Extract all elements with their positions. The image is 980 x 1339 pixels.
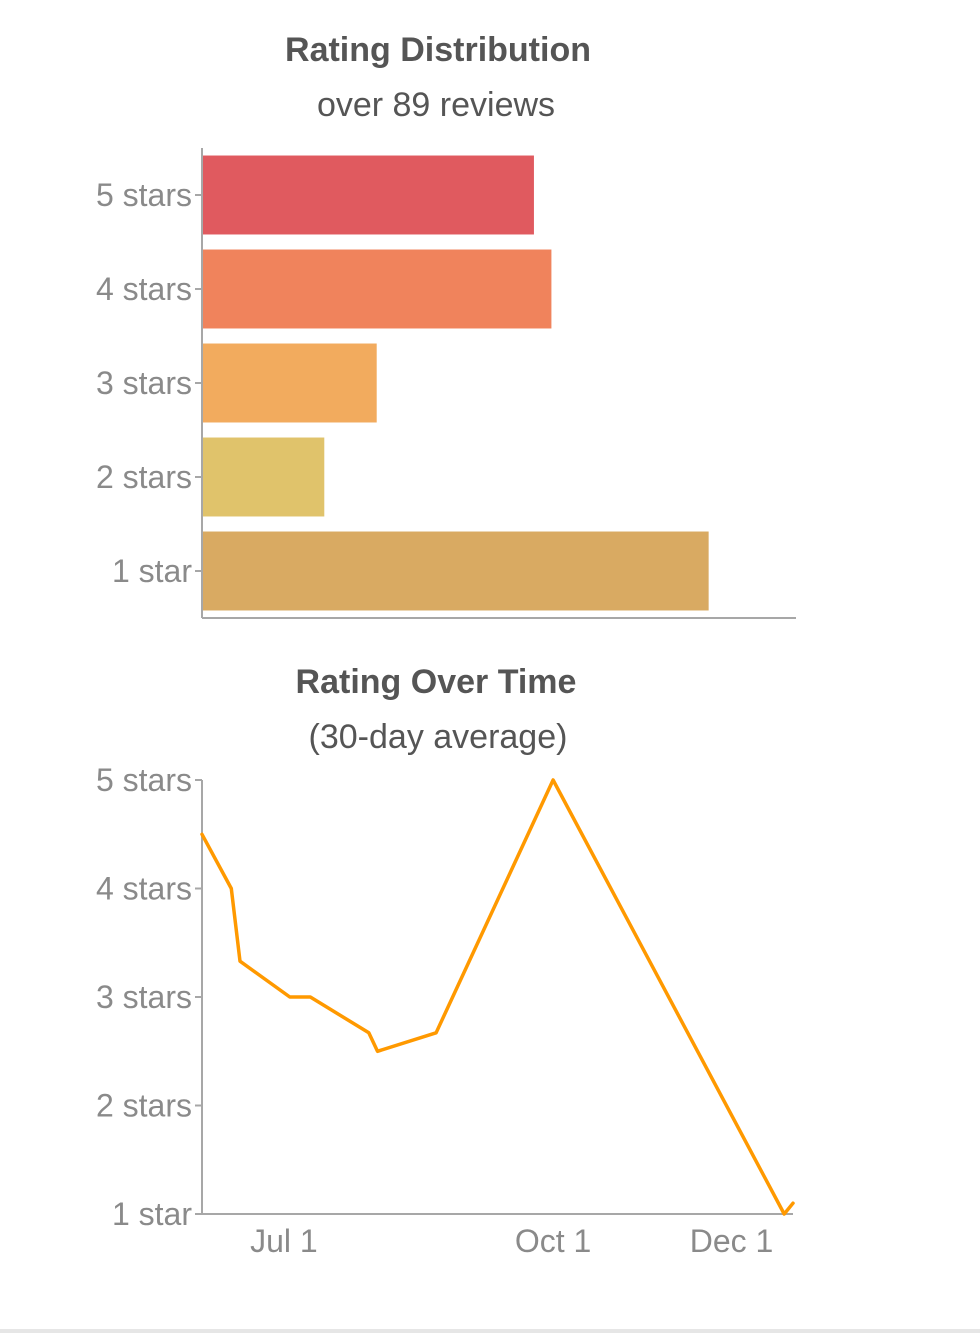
bar-1-star [202, 531, 709, 611]
line-chart-subtitle: (30-day average) [309, 718, 568, 756]
bar-chart-subtitle: over 89 reviews [317, 86, 555, 124]
bottom-divider [0, 1329, 980, 1333]
bar-chart-title: Rating Distribution [285, 31, 591, 69]
line-y-tick-label: 4 stars [96, 871, 192, 907]
line-y-tick-label: 2 stars [96, 1088, 192, 1124]
bar-2-stars [202, 437, 325, 517]
bar-category-label: 1 star [112, 553, 192, 589]
bar-category-label: 5 stars [96, 177, 192, 213]
line-x-tick-label: Oct 1 [515, 1223, 591, 1259]
line-x-tick-label: Jul 1 [250, 1223, 318, 1259]
line-chart-title: Rating Over Time [296, 663, 577, 701]
rating-over-time-chart: Rating Over Time (30-day average) 5 star… [96, 663, 795, 1259]
bar-category-label: 3 stars [96, 365, 192, 401]
bar-category-label: 2 stars [96, 459, 192, 495]
bar-3-stars [202, 343, 377, 423]
bar-5-stars [202, 155, 534, 235]
bar-category-labels: 5 stars 4 stars 3 stars 2 stars 1 star [96, 177, 202, 589]
line-x-tick-labels: Jul 1 Oct 1 Dec 1 [250, 1223, 773, 1259]
line-y-tick-label: 5 stars [96, 762, 192, 798]
line-y-tick-label: 1 star [112, 1196, 192, 1232]
rating-series-line [200, 778, 795, 1216]
line-y-tick-labels: 5 stars 4 stars 3 stars 2 stars 1 star [96, 762, 202, 1232]
bar-marks [202, 155, 709, 611]
rating-distribution-chart: Rating Distribution over 89 reviews 5 st… [96, 31, 796, 619]
line-x-tick-label: Dec 1 [690, 1223, 774, 1259]
bar-4-stars [202, 249, 552, 329]
bar-category-label: 4 stars [96, 271, 192, 307]
line-y-tick-label: 3 stars [96, 979, 192, 1015]
